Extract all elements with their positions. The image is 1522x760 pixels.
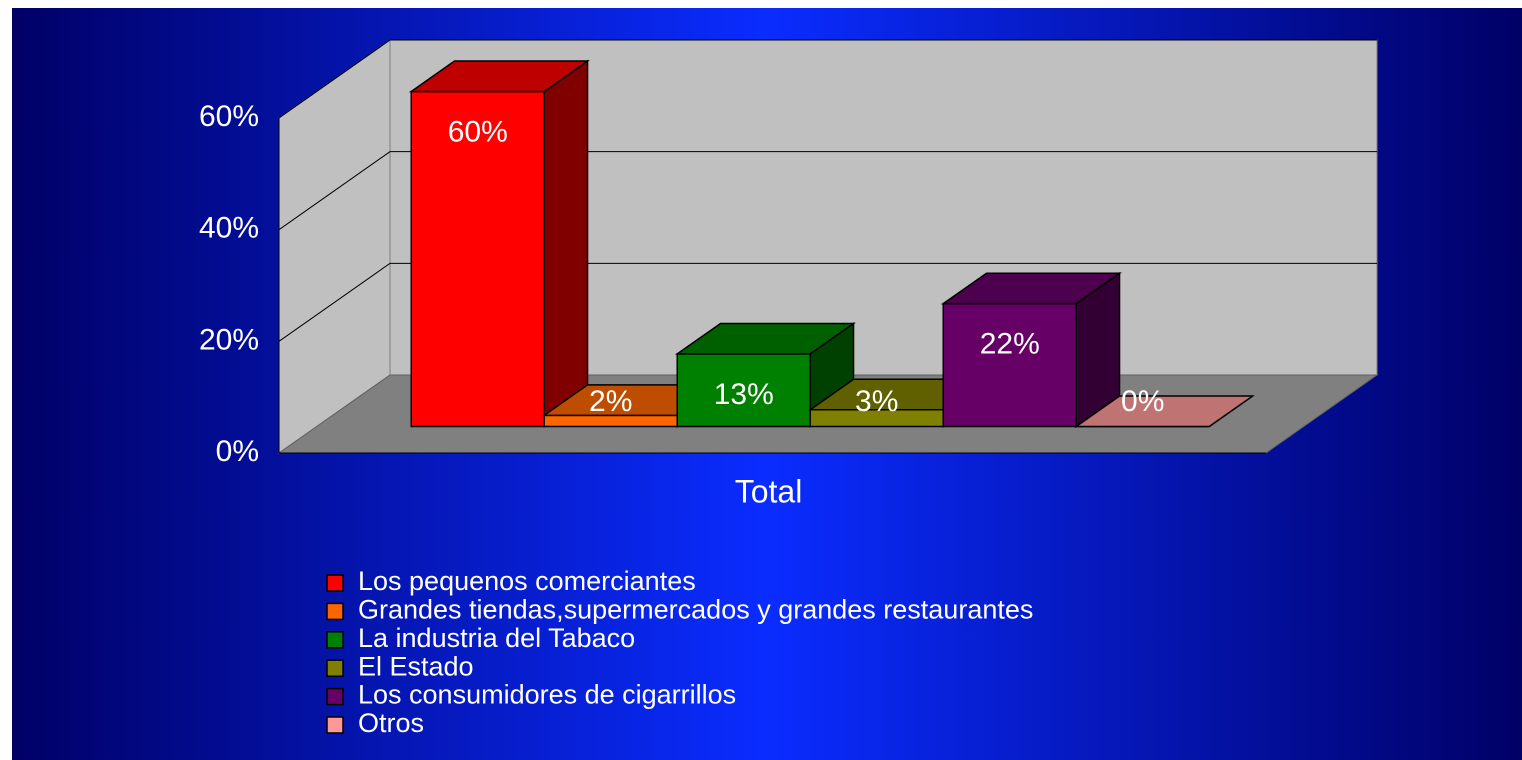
legend-swatch bbox=[326, 659, 344, 677]
grid-line bbox=[278, 151, 1377, 231]
data-label: 2% bbox=[589, 385, 632, 418]
bar-front bbox=[942, 302, 1077, 428]
y-tick-label: 20% bbox=[199, 323, 259, 356]
x-tick-label: Total bbox=[735, 473, 803, 509]
legend-label: Grandes tiendas,supermercados y grandes … bbox=[358, 595, 1033, 625]
bar-top bbox=[674, 322, 856, 355]
legend-label: La industria del Tabaco bbox=[358, 623, 635, 653]
legend-swatch bbox=[326, 716, 344, 734]
data-label: 60% bbox=[448, 115, 508, 148]
bar-side bbox=[543, 59, 589, 428]
data-label: 13% bbox=[714, 378, 774, 411]
legend-swatch bbox=[326, 574, 344, 592]
bar-top bbox=[1073, 395, 1255, 428]
legend-label: Los pequenos comerciantes bbox=[358, 566, 696, 596]
legend-label: Otros bbox=[358, 708, 424, 738]
y-tick-label: 0% bbox=[216, 435, 259, 468]
legend-swatch bbox=[326, 631, 344, 649]
data-label: 0% bbox=[1121, 385, 1164, 418]
legend-swatch bbox=[326, 602, 344, 621]
legend-swatch bbox=[326, 687, 344, 706]
legend-label: Los consumidores de cigarrillos bbox=[358, 680, 736, 710]
legend-label: El Estado bbox=[358, 651, 474, 681]
grid-line bbox=[278, 262, 1377, 342]
y-tick-label: 40% bbox=[199, 212, 259, 245]
data-label: 22% bbox=[980, 328, 1040, 361]
grid-line bbox=[278, 39, 1377, 119]
y-tick-label: 60% bbox=[199, 100, 259, 133]
data-label: 3% bbox=[855, 385, 898, 418]
bar-top bbox=[940, 272, 1122, 305]
bar-top bbox=[408, 60, 590, 93]
